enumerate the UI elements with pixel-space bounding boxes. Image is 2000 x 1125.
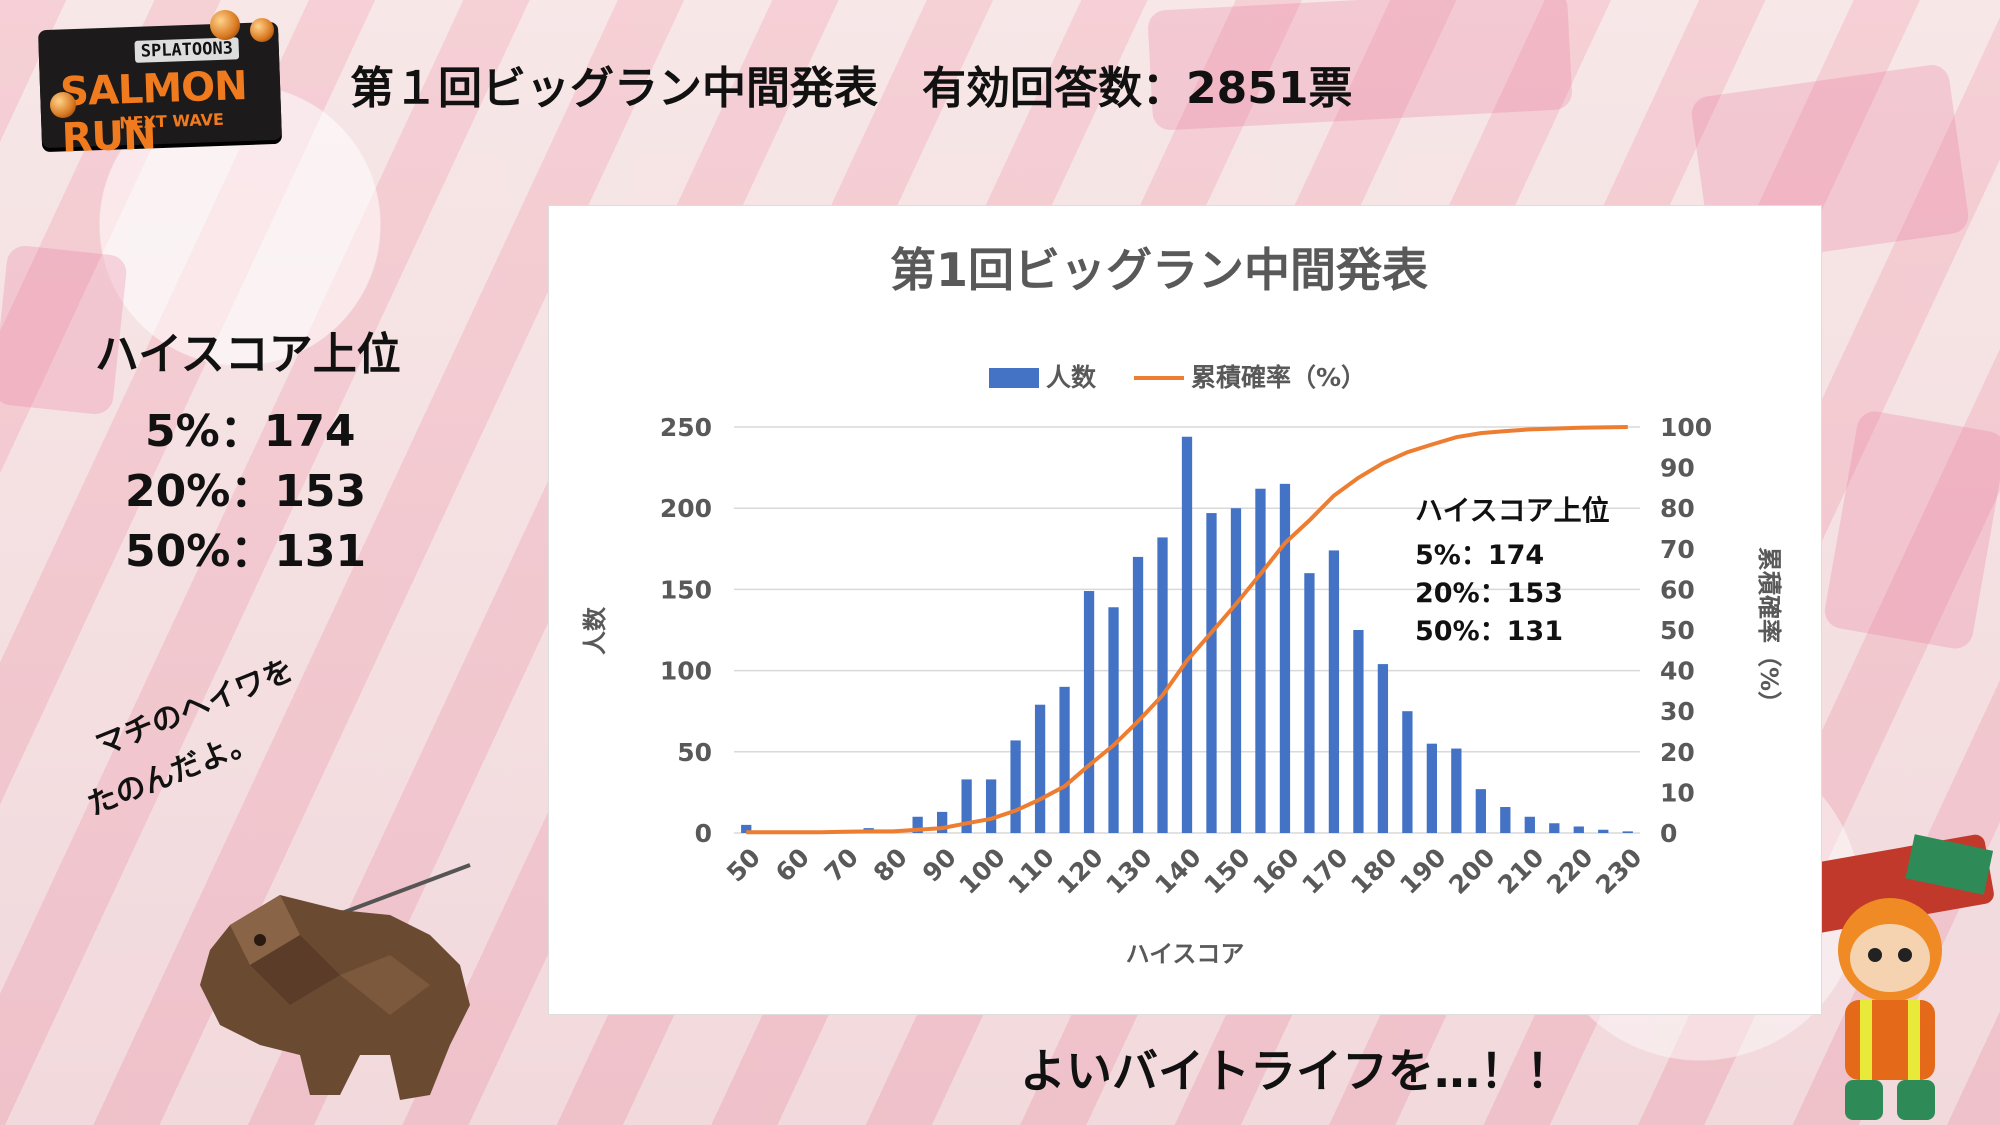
x-tick-label: 210 — [1492, 842, 1549, 899]
bar — [1598, 829, 1609, 833]
cumulative-line — [746, 425, 1628, 835]
page-title: 第１回ビッグラン中間発表 有効回答数：2851票 — [350, 63, 1353, 114]
bar — [1549, 823, 1560, 833]
legend-bar-swatch — [989, 368, 1039, 388]
bar — [1230, 508, 1242, 833]
bar — [1108, 607, 1119, 833]
side-stat-top5: 5%：174 — [145, 406, 356, 457]
x-tick-label: 170 — [1296, 842, 1353, 899]
x-tick-label: 130 — [1100, 842, 1157, 899]
y2-tick-label: 50 — [1660, 616, 1695, 645]
y2-tick-label: 20 — [1660, 738, 1695, 767]
x-tick-label: 100 — [953, 842, 1010, 899]
x-tick-label: 70 — [819, 842, 864, 887]
x-tick-label: 220 — [1541, 842, 1598, 899]
y2-tick-label: 90 — [1660, 454, 1695, 483]
annotation-line: 20%：153 — [1415, 578, 1563, 609]
x-tick-label: 200 — [1443, 842, 1500, 899]
bar — [1255, 488, 1266, 833]
bottom-message: よいバイトライフを…！！ — [1020, 1044, 1572, 1098]
salmon-run-logo: SPLATOON3 SALMON RUN NEXT WAVE — [38, 21, 282, 161]
y-tick-label: 0 — [695, 819, 712, 848]
legend-line-label: 累積確率（%） — [1191, 363, 1366, 392]
bar — [1475, 789, 1486, 833]
y2-tick-label: 30 — [1660, 697, 1695, 726]
y2-tick-label: 0 — [1660, 819, 1677, 848]
annotation-line: 50%：131 — [1415, 616, 1563, 647]
logo-sub: SPLATOON3 — [134, 37, 240, 63]
bar — [1132, 556, 1144, 833]
y-tick-label: 150 — [660, 575, 712, 604]
bar — [1328, 550, 1340, 833]
y2-tick-label: 40 — [1660, 657, 1695, 686]
x-tick-label: 190 — [1394, 842, 1451, 899]
y-tick-label: 50 — [677, 738, 712, 767]
y-tick-label: 200 — [660, 494, 712, 523]
side-title: ハイスコア上位 — [95, 329, 401, 380]
y2-tick-label: 100 — [1660, 413, 1712, 442]
chart-annotation: ハイスコア上位 5%：174 20%：153 50%：131 — [1415, 494, 1610, 647]
x-tick-label: 150 — [1198, 842, 1255, 899]
side-stat-top20: 20%：153 — [125, 466, 367, 517]
y-axis-label: 人数 — [581, 606, 609, 655]
y2-tick-label: 70 — [1660, 535, 1695, 564]
y2-axis-label: 累積確率（%） — [1755, 547, 1783, 715]
bar — [1010, 740, 1021, 833]
bar — [1034, 704, 1046, 833]
x-axis-label: ハイスコア — [1126, 940, 1245, 968]
y2-tick-label: 80 — [1660, 494, 1695, 523]
y-tick-label: 100 — [660, 657, 712, 686]
golden-egg-icon — [50, 92, 76, 118]
golden-egg-icon — [210, 10, 240, 40]
annotation-title: ハイスコア上位 — [1415, 494, 1610, 527]
bar — [1083, 591, 1095, 833]
bar — [936, 811, 948, 833]
logo-next: NEXT WAVE — [118, 109, 225, 133]
wooden-bear-statue — [200, 863, 471, 1100]
bar — [1524, 816, 1535, 833]
x-tick-label: 60 — [770, 842, 815, 887]
bar — [1377, 664, 1389, 833]
y2-tick-label: 10 — [1660, 778, 1695, 807]
bar — [1500, 807, 1511, 833]
histogram-chart: 第1回ビッグラン中間発表 人数 累積確率（%） 050100150200250 … — [581, 243, 1783, 968]
x-tick-label: 50 — [721, 842, 766, 887]
y-tick-label: 250 — [660, 413, 712, 442]
bar — [1622, 831, 1633, 833]
bar — [1402, 711, 1413, 833]
annotation-line: 5%：174 — [1415, 540, 1544, 571]
y2-tick-label: 60 — [1660, 575, 1695, 604]
bar — [1157, 537, 1168, 833]
bar — [1426, 743, 1438, 833]
side-stat-top50: 50%：131 — [125, 526, 367, 577]
bar — [1451, 748, 1462, 833]
bar — [1304, 573, 1315, 833]
bar — [912, 816, 923, 833]
bar — [1279, 483, 1291, 833]
bar — [985, 779, 997, 833]
x-tick-label: 160 — [1247, 842, 1304, 899]
legend-bar-label: 人数 — [1046, 363, 1097, 392]
bar — [741, 824, 752, 833]
x-tick-label: 80 — [868, 842, 913, 887]
bar — [1353, 630, 1364, 833]
x-tick-label: 140 — [1149, 842, 1206, 899]
bar — [1181, 436, 1193, 833]
bar — [1206, 513, 1217, 833]
x-tick-label: 230 — [1590, 842, 1647, 899]
golden-egg-icon — [250, 18, 274, 42]
bar — [1059, 686, 1070, 833]
bar — [1573, 826, 1584, 833]
x-tick-label: 110 — [1002, 842, 1059, 899]
bar — [961, 779, 972, 833]
x-tick-label: 180 — [1345, 842, 1402, 899]
chart-legend: 人数 累積確率（%） — [989, 363, 1366, 392]
x-tick-label: 120 — [1051, 842, 1108, 899]
chart-title: 第1回ビッグラン中間発表 — [890, 243, 1428, 297]
chart-panel: 第1回ビッグラン中間発表 人数 累積確率（%） 0 50 100 150 200 250 … — [549, 206, 1821, 1014]
salmon-run-worker-character — [1797, 834, 1994, 1120]
